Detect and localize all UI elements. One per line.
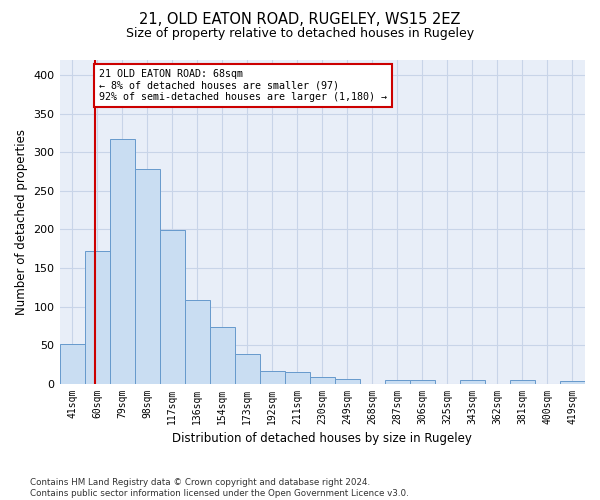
Text: Contains HM Land Registry data © Crown copyright and database right 2024.
Contai: Contains HM Land Registry data © Crown c… (30, 478, 409, 498)
X-axis label: Distribution of detached houses by size in Rugeley: Distribution of detached houses by size … (172, 432, 472, 445)
Bar (285, 372, 310, 384)
Bar (310, 376, 335, 384)
Bar (110, 138, 134, 384)
Bar (260, 371, 285, 384)
Bar (235, 354, 260, 384)
Bar (134, 168, 160, 384)
Bar (160, 230, 185, 384)
Text: Size of property relative to detached houses in Rugeley: Size of property relative to detached ho… (126, 28, 474, 40)
Bar (185, 300, 209, 384)
Bar (560, 381, 585, 384)
Text: 21 OLD EATON ROAD: 68sqm
← 8% of detached houses are smaller (97)
92% of semi-de: 21 OLD EATON ROAD: 68sqm ← 8% of detache… (99, 69, 387, 102)
Bar (510, 380, 535, 384)
Bar (460, 380, 485, 384)
Y-axis label: Number of detached properties: Number of detached properties (15, 129, 28, 315)
Bar (209, 328, 235, 384)
Bar (410, 380, 435, 384)
Bar (59, 344, 85, 384)
Bar (335, 379, 360, 384)
Bar (385, 380, 410, 384)
Bar (85, 251, 110, 384)
Text: 21, OLD EATON ROAD, RUGELEY, WS15 2EZ: 21, OLD EATON ROAD, RUGELEY, WS15 2EZ (139, 12, 461, 28)
